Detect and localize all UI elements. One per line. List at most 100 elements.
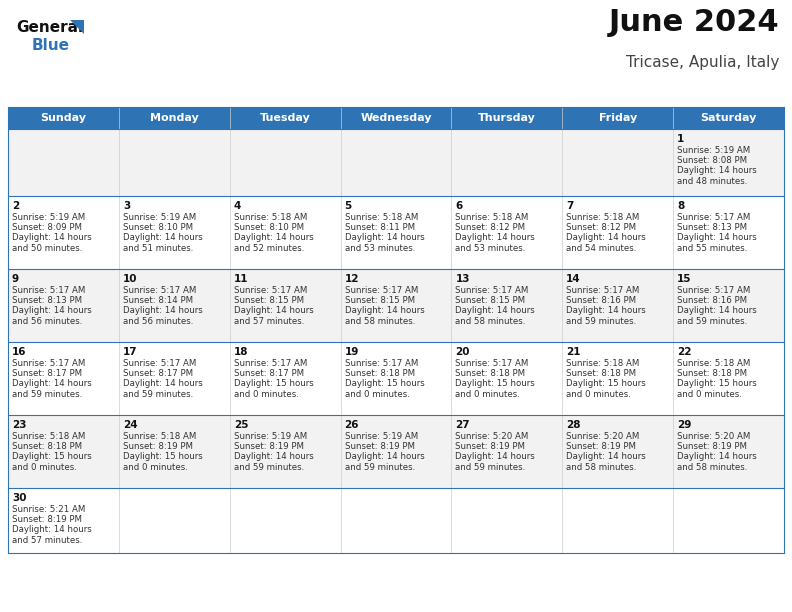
Text: 20: 20 <box>455 347 470 357</box>
Text: Daylight: 14 hours: Daylight: 14 hours <box>455 452 535 461</box>
Text: Sunset: 8:14 PM: Sunset: 8:14 PM <box>123 296 193 305</box>
Text: Sunset: 8:19 PM: Sunset: 8:19 PM <box>345 442 414 451</box>
Text: Daylight: 14 hours: Daylight: 14 hours <box>123 379 203 389</box>
Text: and 58 minutes.: and 58 minutes. <box>566 463 637 472</box>
Text: Sunset: 8:17 PM: Sunset: 8:17 PM <box>123 369 193 378</box>
Text: Sunrise: 5:19 AM: Sunrise: 5:19 AM <box>677 146 750 155</box>
Bar <box>8 129 784 196</box>
Text: Sunrise: 5:19 AM: Sunrise: 5:19 AM <box>12 213 86 222</box>
Text: Sunrise: 5:18 AM: Sunrise: 5:18 AM <box>566 213 640 222</box>
Text: Saturday: Saturday <box>700 113 757 123</box>
Text: Daylight: 14 hours: Daylight: 14 hours <box>566 307 646 315</box>
Text: Sunset: 8:13 PM: Sunset: 8:13 PM <box>12 296 82 305</box>
Text: Sunrise: 5:17 AM: Sunrise: 5:17 AM <box>455 286 529 295</box>
Text: Daylight: 14 hours: Daylight: 14 hours <box>345 307 425 315</box>
Text: 9: 9 <box>12 274 19 284</box>
Text: 6: 6 <box>455 201 463 211</box>
Text: Monday: Monday <box>150 113 199 123</box>
Text: Daylight: 14 hours: Daylight: 14 hours <box>12 525 92 534</box>
Text: Sunrise: 5:17 AM: Sunrise: 5:17 AM <box>345 286 418 295</box>
Text: Daylight: 14 hours: Daylight: 14 hours <box>12 233 92 242</box>
Text: Sunset: 8:17 PM: Sunset: 8:17 PM <box>12 369 82 378</box>
Text: Daylight: 14 hours: Daylight: 14 hours <box>234 233 314 242</box>
Text: 18: 18 <box>234 347 248 357</box>
Text: Daylight: 14 hours: Daylight: 14 hours <box>234 452 314 461</box>
Text: Sunset: 8:18 PM: Sunset: 8:18 PM <box>345 369 415 378</box>
Text: 19: 19 <box>345 347 359 357</box>
Text: Sunrise: 5:18 AM: Sunrise: 5:18 AM <box>12 432 86 441</box>
Text: Sunrise: 5:18 AM: Sunrise: 5:18 AM <box>566 359 640 368</box>
Text: 2: 2 <box>12 201 19 211</box>
Text: Sunset: 8:10 PM: Sunset: 8:10 PM <box>234 223 304 232</box>
Text: Sunset: 8:18 PM: Sunset: 8:18 PM <box>677 369 748 378</box>
Text: Sunrise: 5:17 AM: Sunrise: 5:17 AM <box>345 359 418 368</box>
Text: Daylight: 14 hours: Daylight: 14 hours <box>455 307 535 315</box>
Text: 3: 3 <box>123 201 130 211</box>
Text: Daylight: 14 hours: Daylight: 14 hours <box>677 307 757 315</box>
Text: and 0 minutes.: and 0 minutes. <box>12 463 77 472</box>
Text: 13: 13 <box>455 274 470 284</box>
Text: and 59 minutes.: and 59 minutes. <box>677 316 748 326</box>
Text: and 59 minutes.: and 59 minutes. <box>123 390 193 398</box>
Text: Sunset: 8:18 PM: Sunset: 8:18 PM <box>12 442 82 451</box>
Text: Sunset: 8:11 PM: Sunset: 8:11 PM <box>345 223 415 232</box>
Text: and 59 minutes.: and 59 minutes. <box>12 390 82 398</box>
Text: Sunrise: 5:17 AM: Sunrise: 5:17 AM <box>234 359 307 368</box>
Text: Blue: Blue <box>32 38 70 53</box>
Text: and 58 minutes.: and 58 minutes. <box>677 463 748 472</box>
Text: and 59 minutes.: and 59 minutes. <box>455 463 526 472</box>
Text: Sunrise: 5:19 AM: Sunrise: 5:19 AM <box>234 432 307 441</box>
Text: Sunset: 8:12 PM: Sunset: 8:12 PM <box>455 223 526 232</box>
Text: 8: 8 <box>677 201 684 211</box>
Text: June 2024: June 2024 <box>608 8 779 37</box>
Text: and 57 minutes.: and 57 minutes. <box>12 536 82 545</box>
Text: and 58 minutes.: and 58 minutes. <box>345 316 415 326</box>
Text: Daylight: 14 hours: Daylight: 14 hours <box>677 166 757 176</box>
Text: and 58 minutes.: and 58 minutes. <box>455 316 526 326</box>
Text: Daylight: 15 hours: Daylight: 15 hours <box>455 379 535 389</box>
Text: 27: 27 <box>455 420 470 430</box>
Text: Sunrise: 5:19 AM: Sunrise: 5:19 AM <box>345 432 418 441</box>
Text: Sunrise: 5:19 AM: Sunrise: 5:19 AM <box>123 213 196 222</box>
Text: and 48 minutes.: and 48 minutes. <box>677 177 748 185</box>
Text: and 0 minutes.: and 0 minutes. <box>234 390 299 398</box>
Text: Daylight: 14 hours: Daylight: 14 hours <box>455 233 535 242</box>
Text: Friday: Friday <box>599 113 637 123</box>
Text: General: General <box>16 20 83 35</box>
Text: and 0 minutes.: and 0 minutes. <box>345 390 409 398</box>
Text: Sunset: 8:15 PM: Sunset: 8:15 PM <box>455 296 526 305</box>
Text: Sunrise: 5:17 AM: Sunrise: 5:17 AM <box>455 359 529 368</box>
Text: Daylight: 14 hours: Daylight: 14 hours <box>234 307 314 315</box>
Text: 29: 29 <box>677 420 691 430</box>
Text: Sunrise: 5:17 AM: Sunrise: 5:17 AM <box>123 286 196 295</box>
Text: Daylight: 14 hours: Daylight: 14 hours <box>12 379 92 389</box>
Bar <box>8 107 784 129</box>
Text: and 57 minutes.: and 57 minutes. <box>234 316 304 326</box>
Text: 4: 4 <box>234 201 241 211</box>
Text: Sunset: 8:13 PM: Sunset: 8:13 PM <box>677 223 748 232</box>
Text: 15: 15 <box>677 274 691 284</box>
Text: Sunset: 8:19 PM: Sunset: 8:19 PM <box>12 515 82 524</box>
Text: Sunrise: 5:20 AM: Sunrise: 5:20 AM <box>455 432 529 441</box>
Text: Sunrise: 5:18 AM: Sunrise: 5:18 AM <box>123 432 196 441</box>
Text: and 53 minutes.: and 53 minutes. <box>345 244 415 253</box>
Text: 17: 17 <box>123 347 138 357</box>
Text: and 0 minutes.: and 0 minutes. <box>566 390 631 398</box>
Text: Sunset: 8:16 PM: Sunset: 8:16 PM <box>677 296 748 305</box>
Text: 23: 23 <box>12 420 26 430</box>
Text: Sunset: 8:19 PM: Sunset: 8:19 PM <box>123 442 193 451</box>
Text: Daylight: 14 hours: Daylight: 14 hours <box>677 233 757 242</box>
Text: 7: 7 <box>566 201 573 211</box>
Text: Sunset: 8:19 PM: Sunset: 8:19 PM <box>455 442 525 451</box>
Text: Sunset: 8:18 PM: Sunset: 8:18 PM <box>455 369 526 378</box>
Text: Daylight: 15 hours: Daylight: 15 hours <box>12 452 92 461</box>
Text: and 0 minutes.: and 0 minutes. <box>123 463 188 472</box>
Text: and 59 minutes.: and 59 minutes. <box>345 463 415 472</box>
Text: 22: 22 <box>677 347 691 357</box>
Text: Daylight: 14 hours: Daylight: 14 hours <box>12 307 92 315</box>
Text: and 59 minutes.: and 59 minutes. <box>234 463 304 472</box>
Text: Sunset: 8:17 PM: Sunset: 8:17 PM <box>234 369 304 378</box>
Text: 24: 24 <box>123 420 138 430</box>
Bar <box>8 342 784 415</box>
Text: Sunrise: 5:17 AM: Sunrise: 5:17 AM <box>12 286 86 295</box>
